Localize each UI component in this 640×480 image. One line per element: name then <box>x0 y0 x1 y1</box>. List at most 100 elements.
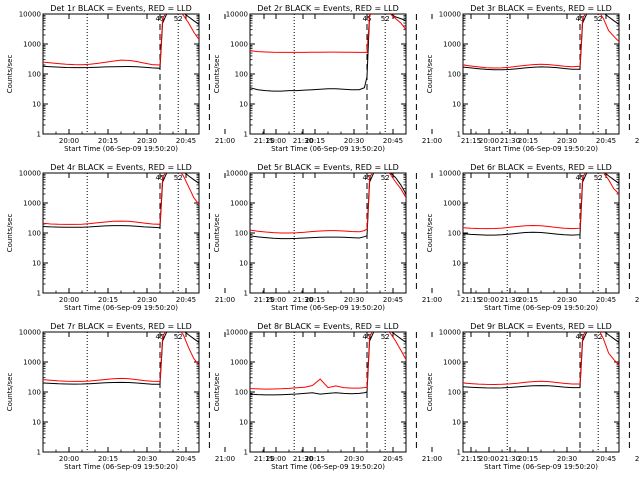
x-tick-label: 20:15 <box>305 137 325 145</box>
marker-s-label: 45 <box>576 174 585 182</box>
events-series-line <box>43 14 199 69</box>
panel-7: Det 7r BLACK = Events, RED = LLD 1 10 100 10… <box>6 322 313 471</box>
x-tick-label: 21:30 <box>500 137 520 145</box>
marker-s-label: 45 <box>363 174 372 182</box>
x-tick-label: 20:15 <box>305 455 325 463</box>
axes-frame <box>42 13 200 135</box>
x-axis-label: Start Time (06-Sep-09 19:50:20) <box>64 304 178 312</box>
y-axis-label: Counts/sec <box>6 55 14 94</box>
x-tick-label: 21:00 <box>215 455 235 463</box>
x-tick-label: 21:15 <box>461 455 481 463</box>
panel-3: Det 3r BLACK = Events, RED = LLD 1 10 100 10… <box>426 4 640 153</box>
panel-title: Det 1r BLACK = Events, RED = LLD <box>50 4 192 13</box>
x-tick-label: 20:00 <box>479 137 499 145</box>
axes-frame <box>249 13 407 135</box>
x-tick-label: 20:45 <box>383 455 403 463</box>
y-tick-label: 100 <box>448 389 461 397</box>
x-tick-label: 20:15 <box>305 296 325 304</box>
x-tick-label: 20:45 <box>596 455 616 463</box>
x-tick-label: 21:30 <box>500 455 520 463</box>
lld-series-line <box>250 173 406 234</box>
panel-title: Det 2r BLACK = Events, RED = LLD <box>257 4 399 13</box>
lld-series-line <box>463 173 619 230</box>
y-tick-label: 10 <box>239 101 248 109</box>
y-axis-label: Counts/sec <box>426 373 434 412</box>
x-tick-label: 21:15 <box>254 137 274 145</box>
events-series-line <box>43 332 199 385</box>
events-series-line <box>250 332 406 396</box>
marker-e-label: 52 <box>594 15 603 23</box>
marker-e-label: 52 <box>381 15 390 23</box>
x-tick-label: 20:15 <box>518 137 538 145</box>
x-tick-label: 20:15 <box>518 296 538 304</box>
x-tick-label: 20:00 <box>59 137 79 145</box>
marker-s-label: 45 <box>156 15 165 23</box>
y-tick-label: 1000 <box>230 359 248 367</box>
x-tick-label: 21:15 <box>461 296 481 304</box>
y-tick-label: 1000 <box>23 359 41 367</box>
x-tick-label: 20:45 <box>176 137 196 145</box>
x-tick-label: 20:30 <box>137 137 157 145</box>
marker-e-label: 52 <box>174 15 183 23</box>
x-tick-label: 20:15 <box>98 455 118 463</box>
y-tick-label: 1000 <box>23 41 41 49</box>
series-group <box>250 173 406 240</box>
panel-title: Det 3r BLACK = Events, RED = LLD <box>470 4 612 13</box>
marker-e-label: 52 <box>174 333 183 341</box>
x-axis-label: Start Time (06-Sep-09 19:50:20) <box>484 145 598 153</box>
panel-1: Det 1r BLACK = Events, RED = LLD 1 10 100 10… <box>6 4 313 153</box>
x-tick-label: 21:30 <box>293 455 313 463</box>
x-axis-label: Start Time (06-Sep-09 19:50:20) <box>271 463 385 471</box>
y-tick-label: 10 <box>452 419 461 427</box>
x-axis-label: Start Time (06-Sep-09 19:50:20) <box>484 304 598 312</box>
x-tick-label: 21:00 <box>215 137 235 145</box>
y-tick-label: 10 <box>32 101 41 109</box>
y-tick-label: 100 <box>28 389 41 397</box>
panel-title: Det 9r BLACK = Events, RED = LLD <box>470 322 612 331</box>
x-tick-label: 21:00 <box>422 296 442 304</box>
x-tick-label: 20:00 <box>479 296 499 304</box>
x-tick-label: 21:30 <box>500 296 520 304</box>
y-tick-label: 1000 <box>443 41 461 49</box>
x-tick-label: 20:45 <box>383 137 403 145</box>
y-axis-label: Counts/sec <box>6 214 14 253</box>
x-tick-label: 20:30 <box>137 455 157 463</box>
panel-6: Det 6r BLACK = Events, RED = LLD 1 10 100 10… <box>426 163 640 312</box>
x-tick-label: 20:00 <box>59 296 79 304</box>
y-tick-label: 100 <box>28 230 41 238</box>
x-tick-label: 20:00 <box>266 296 286 304</box>
marker-e-label: 52 <box>381 333 390 341</box>
series-group <box>250 14 406 92</box>
x-tick-label: 21:00 <box>635 455 640 463</box>
y-tick-label: 100 <box>448 230 461 238</box>
y-tick-label: 10000 <box>226 329 248 337</box>
marker-e-label: 52 <box>594 174 603 182</box>
panel-9: Det 9r BLACK = Events, RED = LLD 1 10 100 10… <box>426 322 640 471</box>
x-axis-label: Start Time (06-Sep-09 19:50:20) <box>484 463 598 471</box>
y-tick-label: 10000 <box>19 11 41 19</box>
x-axis-label: Start Time (06-Sep-09 19:50:20) <box>271 304 385 312</box>
panel-4: Det 4r BLACK = Events, RED = LLD 1 10 100 10… <box>6 163 313 312</box>
y-tick-label: 1000 <box>230 41 248 49</box>
y-tick-label: 100 <box>235 389 248 397</box>
axes-frame <box>249 331 407 453</box>
y-tick-label: 10000 <box>439 329 461 337</box>
x-tick-label: 20:45 <box>176 296 196 304</box>
y-axis-label: Counts/sec <box>426 55 434 94</box>
y-tick-label: 1 <box>457 290 461 298</box>
x-axis-label: Start Time (06-Sep-09 19:50:20) <box>64 145 178 153</box>
x-tick-label: 21:00 <box>215 296 235 304</box>
x-tick-label: 21:00 <box>635 137 640 145</box>
y-tick-label: 100 <box>235 230 248 238</box>
series-group <box>463 173 619 236</box>
x-axis-label: Start Time (06-Sep-09 19:50:20) <box>271 145 385 153</box>
events-series-line <box>463 332 619 389</box>
x-tick-label: 21:30 <box>293 137 313 145</box>
y-tick-label: 10000 <box>19 329 41 337</box>
y-tick-label: 1000 <box>443 200 461 208</box>
lld-series-line <box>43 332 199 382</box>
series-group <box>43 332 199 385</box>
y-axis-label: Counts/sec <box>213 373 221 412</box>
series-group <box>250 332 406 396</box>
